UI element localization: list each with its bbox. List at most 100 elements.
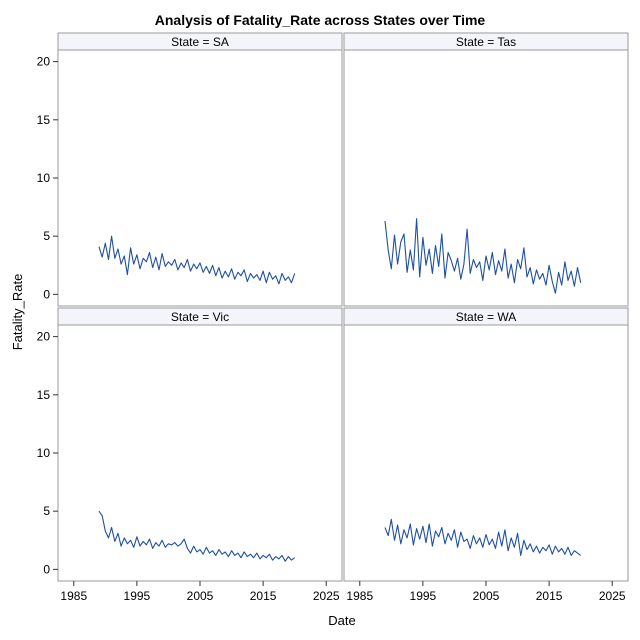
data-point <box>552 554 553 555</box>
data-point <box>146 261 147 262</box>
data-point <box>206 547 207 548</box>
panel-header-label: State = SA <box>171 35 229 49</box>
data-point <box>266 557 267 558</box>
panel-plot-area <box>343 324 629 582</box>
data-point <box>539 279 540 280</box>
data-point <box>391 519 392 520</box>
data-point <box>133 264 134 265</box>
data-point <box>294 273 295 274</box>
x-tick-label: 1985 <box>60 589 87 603</box>
data-point <box>294 557 295 558</box>
data-point <box>523 247 524 248</box>
data-point <box>149 252 150 253</box>
data-point <box>514 547 515 548</box>
data-point <box>177 269 178 270</box>
data-point <box>438 536 439 537</box>
data-point <box>457 258 458 259</box>
data-point <box>203 272 204 273</box>
data-point <box>155 257 156 258</box>
data-point <box>221 277 222 278</box>
data-point <box>495 548 496 549</box>
data-point <box>482 547 483 548</box>
data-point <box>240 275 241 276</box>
data-point <box>143 258 144 259</box>
data-point <box>466 229 467 230</box>
data-point <box>571 555 572 556</box>
data-point <box>139 545 140 546</box>
data-point <box>470 273 471 274</box>
panel-1: State = SA 0 5 10 15 20 <box>37 32 343 307</box>
data-point <box>391 268 392 269</box>
data-point <box>542 547 543 548</box>
data-point <box>244 551 245 552</box>
series-line <box>384 518 582 556</box>
data-point <box>158 269 159 270</box>
data-point <box>247 556 248 557</box>
data-point <box>215 275 216 276</box>
y-tick-label: 5 <box>43 504 50 518</box>
data-point <box>291 282 292 283</box>
data-point <box>448 533 449 534</box>
data-point <box>514 282 515 283</box>
data-point <box>275 556 276 557</box>
data-point <box>473 259 474 260</box>
data-point <box>545 550 546 551</box>
data-point <box>567 547 568 548</box>
y-axis-label: Fatality_Rate <box>10 274 25 351</box>
data-point <box>256 552 257 553</box>
data-point <box>278 558 279 559</box>
data-point <box>215 555 216 556</box>
data-point <box>228 276 229 277</box>
data-point <box>250 554 251 555</box>
data-point <box>152 267 153 268</box>
y-tick-label: 15 <box>37 113 51 127</box>
data-point <box>400 543 401 544</box>
data-point <box>463 264 464 265</box>
data-point <box>388 535 389 536</box>
data-point <box>530 267 531 268</box>
data-point <box>552 281 553 282</box>
data-point <box>190 270 191 271</box>
data-point <box>485 534 486 535</box>
data-point <box>184 539 185 540</box>
data-point <box>165 266 166 267</box>
data-point <box>272 559 273 560</box>
data-point <box>533 283 534 284</box>
data-point <box>218 549 219 550</box>
data-point <box>117 248 118 249</box>
panel-plot-area <box>57 324 343 582</box>
data-point <box>259 558 260 559</box>
series-line <box>98 510 296 562</box>
data-point <box>460 532 461 533</box>
data-point <box>228 556 229 557</box>
data-point <box>394 234 395 235</box>
panel-grid: State = SA 0 5 10 15 20 State = Tas State = Vic… <box>37 32 629 603</box>
data-point <box>454 270 455 271</box>
data-point <box>555 293 556 294</box>
data-point <box>444 543 445 544</box>
data-point <box>263 555 264 556</box>
data-point <box>419 539 420 540</box>
data-point <box>397 525 398 526</box>
data-point <box>473 535 474 536</box>
data-point <box>441 527 442 528</box>
data-point <box>193 545 194 546</box>
data-point <box>171 265 172 266</box>
data-point <box>139 268 140 269</box>
data-point <box>460 279 461 280</box>
data-point <box>165 547 166 548</box>
data-point <box>136 254 137 255</box>
data-point <box>187 548 188 549</box>
data-point <box>253 277 254 278</box>
data-point <box>146 544 147 545</box>
data-point <box>542 273 543 274</box>
data-point <box>416 218 417 219</box>
data-point <box>158 545 159 546</box>
data-point <box>574 286 575 287</box>
data-point <box>549 544 550 545</box>
x-tick-label: 2015 <box>536 589 563 603</box>
data-point <box>162 540 163 541</box>
data-point <box>520 268 521 269</box>
data-point <box>564 261 565 262</box>
